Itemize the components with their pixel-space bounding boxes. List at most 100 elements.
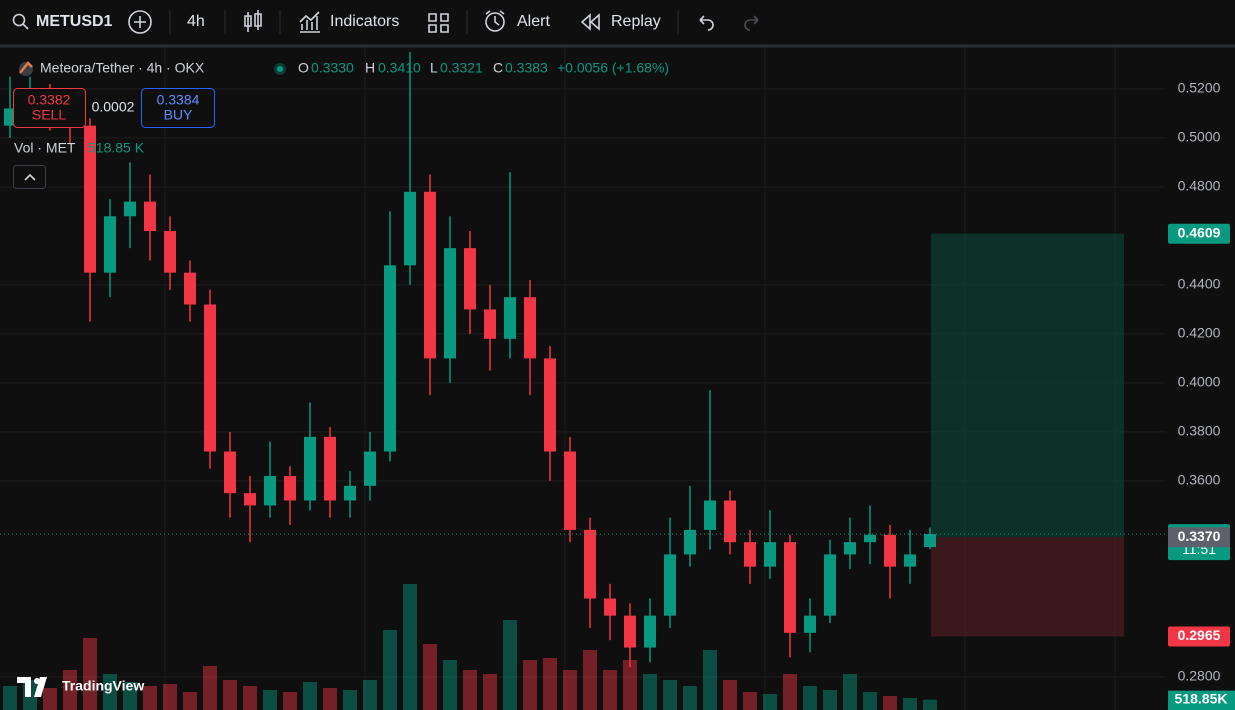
- volume-bar: [303, 682, 317, 710]
- stop-zone: [931, 537, 1124, 637]
- sell-label: SELL: [32, 107, 66, 123]
- candle-body: [584, 529, 596, 599]
- layouts-button[interactable]: [428, 13, 449, 33]
- volume-bar: [523, 660, 537, 710]
- volume-bar: [363, 680, 377, 710]
- candle-body: [504, 297, 516, 339]
- candle-body: [744, 542, 756, 567]
- price-label: 0.2965: [1178, 627, 1221, 643]
- y-tick-label: 0.5200: [1178, 80, 1221, 96]
- candle-body: [704, 500, 716, 530]
- replay-button[interactable]: Replay: [611, 13, 661, 30]
- candle-body: [244, 493, 256, 506]
- y-tick-label: 0.4200: [1178, 325, 1221, 341]
- volume-bar: [263, 690, 277, 710]
- volume-bar: [823, 690, 837, 710]
- candle-body: [724, 500, 736, 543]
- volume-bar: [483, 674, 497, 710]
- volume-legend-value: 518.85 K: [88, 140, 145, 156]
- redo-button[interactable]: [744, 15, 759, 31]
- candle-body: [424, 191, 436, 359]
- candle-body: [884, 534, 896, 567]
- volume-bar: [563, 670, 577, 710]
- candle-body: [824, 554, 836, 616]
- buy-label: BUY: [164, 107, 193, 123]
- candle-body: [464, 248, 476, 310]
- candle-body: [164, 231, 176, 273]
- candle-body: [224, 451, 236, 494]
- chart-type-button[interactable]: [244, 10, 262, 32]
- volume-bar: [443, 660, 457, 710]
- candle-body: [484, 309, 496, 339]
- alert-icon-detail: [485, 10, 505, 26]
- price-label-box: [1168, 626, 1230, 647]
- volume-bar: [463, 670, 477, 710]
- volume-bar: [323, 688, 337, 710]
- alert-icon[interactable]: [485, 12, 505, 32]
- alert-button[interactable]: Alert: [517, 13, 550, 30]
- volume-bar: [883, 696, 897, 710]
- volume-bar: [763, 694, 777, 710]
- volume-bar: [703, 650, 717, 710]
- search-icon[interactable]: [12, 13, 26, 27]
- y-tick-label: 0.5000: [1178, 129, 1221, 145]
- price-label-box: [1168, 527, 1230, 548]
- y-tick-label: 0.3800: [1178, 423, 1221, 439]
- symbol[interactable]: METUSD1: [36, 13, 113, 30]
- candle-body: [604, 598, 616, 616]
- spread: 0.0002: [92, 99, 135, 115]
- candle-body: [304, 436, 316, 501]
- y-tick-label: 0.4000: [1178, 374, 1221, 390]
- candle-body: [764, 542, 776, 567]
- volume-bar: [143, 686, 157, 710]
- volume-bar: [243, 686, 257, 710]
- candle-body: [564, 451, 576, 530]
- candle-body: [844, 542, 856, 555]
- buy-button[interactable]: [141, 88, 215, 128]
- undo-button[interactable]: [699, 15, 714, 31]
- buy-price: 0.3384: [157, 92, 200, 108]
- add-symbol[interactable]: [128, 10, 152, 34]
- candle-body: [184, 272, 196, 305]
- volume-bar: [3, 686, 17, 710]
- candle-body: [804, 615, 816, 633]
- candle-body: [344, 485, 356, 501]
- collapse-button[interactable]: [13, 165, 46, 189]
- low-value: 0.3321: [440, 60, 483, 76]
- indicators-icon[interactable]: [299, 11, 320, 33]
- replay-icon[interactable]: [580, 13, 600, 31]
- volume-bar: [123, 682, 137, 710]
- indicators-button[interactable]: Indicators: [330, 13, 399, 30]
- volume-bar: [103, 674, 117, 710]
- volume-bar: [663, 680, 677, 710]
- plot-layer: 0.2800 0.3600 0.3800 0.4000 0.4200 0.4400 0.48…: [0, 47, 1221, 710]
- volume-bar: [343, 690, 357, 710]
- sell-price: 0.3382: [28, 92, 71, 108]
- volume-label-box: [1168, 690, 1235, 710]
- volume-bar: [503, 620, 517, 710]
- volume-bar: [543, 658, 557, 710]
- candle-body: [324, 436, 336, 501]
- candle-body: [544, 358, 556, 452]
- candle-body: [284, 476, 296, 501]
- volume-bar: [423, 644, 437, 710]
- volume-bar: [863, 692, 877, 710]
- candle-body: [84, 125, 96, 273]
- interval[interactable]: 4h: [187, 13, 205, 30]
- sell-button[interactable]: [13, 88, 86, 128]
- volume-bar: [603, 670, 617, 710]
- volume-bar: [843, 674, 857, 710]
- candle-body: [864, 534, 876, 543]
- add-icon: [134, 16, 146, 28]
- volume-bar: [383, 630, 397, 710]
- candle-body: [264, 476, 276, 506]
- candle-body: [784, 542, 796, 633]
- volume-bar: [403, 584, 417, 710]
- candle-body: [644, 615, 656, 648]
- volume-bar: [803, 686, 817, 710]
- collapse-icon: [24, 173, 36, 181]
- volume-bar: [723, 680, 737, 710]
- volume-bar: [203, 666, 217, 710]
- close-label: C: [493, 60, 503, 76]
